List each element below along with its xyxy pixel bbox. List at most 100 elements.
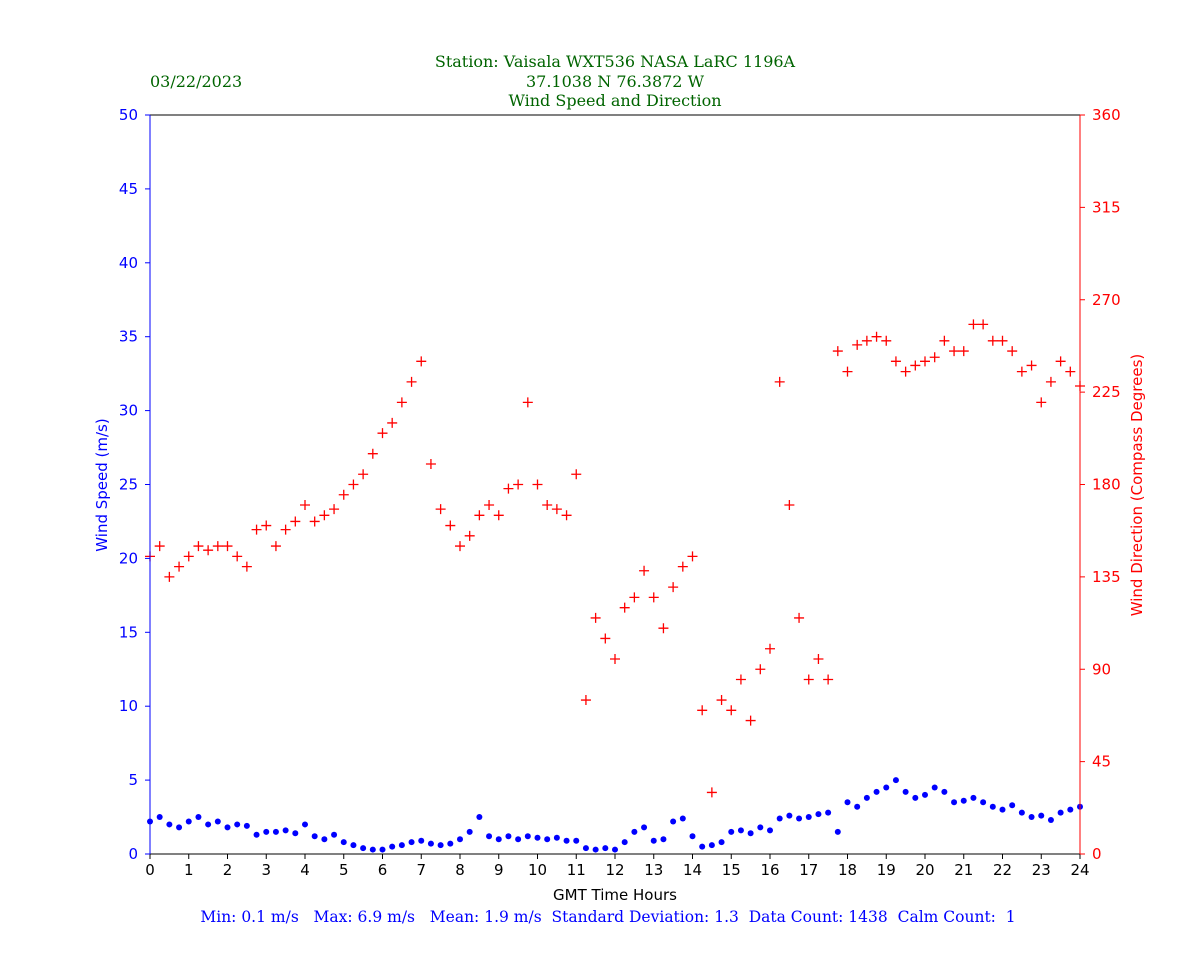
direction-point <box>658 623 669 634</box>
direction-point <box>765 643 775 654</box>
direction-point <box>997 335 1008 346</box>
x-tick-label: 16 <box>760 861 779 879</box>
speed-point <box>302 821 308 828</box>
speed-point <box>418 837 425 844</box>
speed-point <box>602 845 609 852</box>
speed-point <box>679 815 686 822</box>
direction-point <box>522 397 533 408</box>
speed-point <box>582 845 589 852</box>
speed-point <box>466 828 473 835</box>
direction-point <box>251 524 262 535</box>
direction-point <box>174 561 185 572</box>
direction-point <box>396 397 407 408</box>
direction-point <box>309 516 320 527</box>
direction-point <box>445 520 456 531</box>
speed-point <box>650 837 657 844</box>
x-tick-label: 22 <box>993 861 1012 879</box>
speed-point <box>331 831 338 838</box>
x-tick-label: 13 <box>644 861 663 879</box>
speed-point <box>892 777 899 784</box>
x-tick-label: 17 <box>799 861 818 879</box>
speed-point <box>234 821 241 828</box>
speed-point <box>1028 814 1035 821</box>
speed-point <box>854 803 861 810</box>
speed-point <box>883 784 890 791</box>
direction-point <box>610 653 620 664</box>
direction-point <box>929 352 940 363</box>
direction-point <box>639 565 650 576</box>
direction-point <box>425 458 436 469</box>
y-tick-label: 5 <box>128 771 138 789</box>
direction-point <box>290 516 301 527</box>
speed-point <box>379 846 386 853</box>
direction-point <box>668 582 679 593</box>
speed-point <box>912 794 919 801</box>
direction-point <box>484 500 495 511</box>
speed-point <box>185 818 192 825</box>
speed-point <box>156 814 163 821</box>
speed-point <box>737 827 744 834</box>
speed-point <box>224 824 231 831</box>
direction-point <box>1026 360 1037 371</box>
direction-point <box>377 428 388 439</box>
direction-point <box>648 592 659 603</box>
direction-point <box>890 356 901 367</box>
direction-point <box>735 674 746 685</box>
direction-point <box>358 469 369 480</box>
speed-point <box>437 842 444 849</box>
direction-point <box>164 571 175 582</box>
direction-point <box>881 335 892 346</box>
speed-point <box>970 794 977 801</box>
speed-point <box>776 815 783 822</box>
y2-tick-label: 225 <box>1092 383 1121 401</box>
direction-point <box>629 592 640 603</box>
direction-point <box>193 541 204 552</box>
speed-point <box>263 828 270 835</box>
direction-point <box>367 448 378 459</box>
direction-point <box>852 339 863 350</box>
y2-tick-label: 315 <box>1092 198 1121 216</box>
direction-point <box>784 500 795 511</box>
direction-point <box>203 545 214 556</box>
speed-point <box>369 846 376 853</box>
direction-point <box>154 541 165 552</box>
speed-point <box>863 794 870 801</box>
x-tick-label: 5 <box>339 861 349 879</box>
x-tick-label: 20 <box>915 861 934 879</box>
y-tick-label: 45 <box>119 180 138 198</box>
direction-point <box>435 504 446 515</box>
direction-point <box>580 695 591 706</box>
speed-point <box>805 814 812 821</box>
direction-point <box>183 551 194 562</box>
speed-point <box>524 833 531 840</box>
speed-point <box>747 830 754 837</box>
x-tick-label: 0 <box>145 861 155 879</box>
direction-point <box>1036 397 1047 408</box>
direction-point <box>329 504 340 515</box>
direction-point <box>706 787 717 798</box>
x-tick-label: 11 <box>567 861 586 879</box>
direction-point <box>270 541 281 552</box>
direction-point <box>861 335 872 346</box>
speed-point <box>844 799 851 806</box>
direction-point <box>222 541 233 552</box>
speed-point <box>660 836 667 843</box>
direction-point <box>813 653 824 664</box>
speed-point <box>534 834 541 841</box>
speed-point <box>641 824 648 831</box>
direction-point <box>987 335 998 346</box>
y-tick-label: 10 <box>119 697 138 715</box>
speed-point <box>689 833 696 840</box>
direction-point <box>910 360 921 371</box>
date-label: 03/22/2023 <box>150 72 242 91</box>
speed-point <box>166 821 173 828</box>
y2-tick-label: 270 <box>1092 291 1121 309</box>
direction-point <box>968 319 979 330</box>
direction-point <box>551 504 562 515</box>
coords-title: 37.1038 N 76.3872 W <box>526 72 705 91</box>
speed-point <box>495 836 502 843</box>
direction-point <box>774 376 785 387</box>
speed-point <box>195 814 202 821</box>
speed-point <box>902 788 909 795</box>
x-tick-label: 19 <box>877 861 896 879</box>
